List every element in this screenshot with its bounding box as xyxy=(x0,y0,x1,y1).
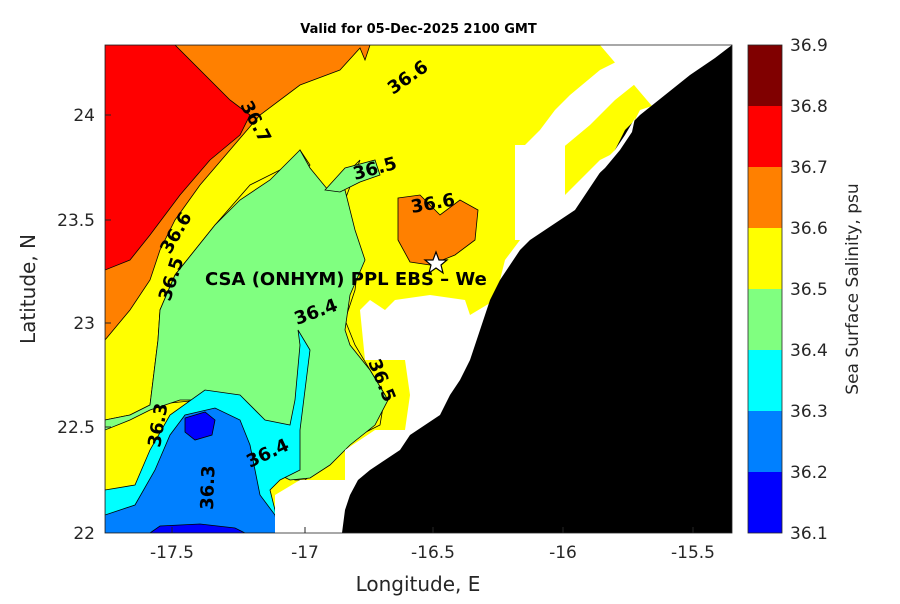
colorbar: 36.9 36.8 36.7 36.6 36.5 36.4 36.3 36.2 … xyxy=(747,36,863,544)
coast-bay xyxy=(585,118,635,185)
x-axis: -17.5 -17 -16.5 -16 -15.5 Longitude, E xyxy=(150,527,715,596)
land-mass xyxy=(342,45,732,533)
contour-label-11: 36.3 xyxy=(197,465,220,510)
colorbar-swatch xyxy=(748,45,782,106)
y-axis-label: Latitude, N xyxy=(16,234,40,344)
salinity-band-36-1-bottom xyxy=(149,523,246,533)
colorbar-swatch xyxy=(748,106,782,167)
x-tick-label: -16 xyxy=(549,543,577,563)
x-axis-label: Longitude, E xyxy=(356,572,481,596)
y-tick-label: 22.5 xyxy=(57,418,95,438)
colorbar-tick-label: 36.8 xyxy=(790,97,828,117)
salinity-band-36-7 xyxy=(105,45,251,271)
colorbar-tick-label: 36.7 xyxy=(790,158,828,178)
colorbar-swatch xyxy=(748,472,782,533)
colorbar-swatch xyxy=(748,411,782,472)
y-axis: 24 23.5 23 22.5 22 Latitude, N xyxy=(16,106,111,544)
site-label: CSA (ONHYM) PPL EBS – We xyxy=(205,269,487,290)
salinity-band-36-1-pocket xyxy=(184,411,216,441)
colorbar-tick-label: 36.1 xyxy=(790,524,828,544)
colorbar-swatch xyxy=(748,228,782,289)
map-plot-area: 36.7 36.6 36.5 36.6 36.6 36.5 36.4 36.5 … xyxy=(105,45,732,533)
y-tick-label: 22 xyxy=(73,524,95,544)
colorbar-tick-label: 36.2 xyxy=(790,463,828,483)
colorbar-label: Sea Surface Salinity, psu xyxy=(843,183,863,394)
colorbar-swatch xyxy=(748,350,782,411)
x-tick-label: -15.5 xyxy=(671,543,715,563)
salinity-band-36-4-strip xyxy=(324,159,381,193)
x-tick-label: -16.5 xyxy=(411,543,455,563)
colorbar-tick-label: 36.3 xyxy=(790,402,828,422)
colorbar-frame xyxy=(747,44,783,534)
colorbar-tick-label: 36.5 xyxy=(790,280,828,300)
y-tick-label: 23.5 xyxy=(57,211,95,231)
plot-frame xyxy=(104,44,733,534)
colorbar-tick-label: 36.4 xyxy=(790,341,828,361)
colorbar-tick-label: 36.6 xyxy=(790,219,828,239)
y-tick-label: 24 xyxy=(73,106,95,126)
salinity-band-36-6-patch xyxy=(397,194,479,266)
colorbar-swatch xyxy=(748,289,782,350)
star-marker xyxy=(423,250,449,275)
y-tick-label: 23 xyxy=(73,314,95,334)
colorbar-swatch xyxy=(748,167,782,228)
x-tick-label: -17.5 xyxy=(150,543,194,563)
map-title: Valid for 05-Dec-2025 2100 GMT xyxy=(300,22,537,37)
x-tick-label: -17 xyxy=(291,543,319,563)
colorbar-tick-label: 36.9 xyxy=(790,36,828,56)
